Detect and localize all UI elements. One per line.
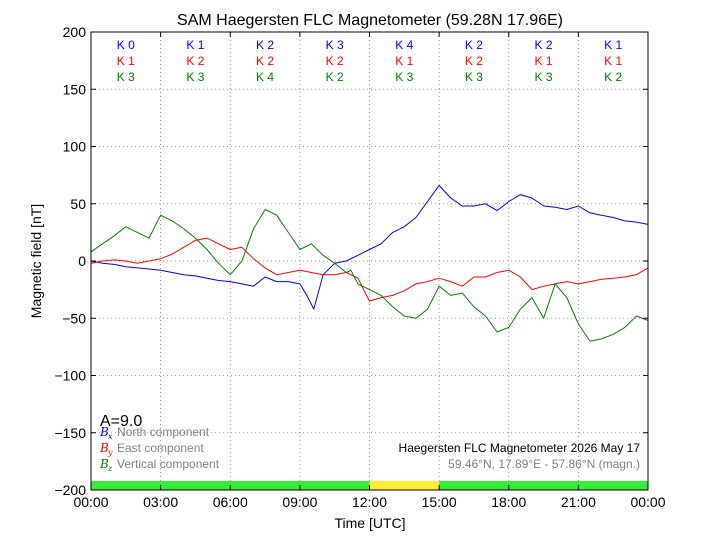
grid-lines [91,32,648,490]
x-tick-label: 15:00 [422,494,457,510]
k-index-vertical: K 4 [256,70,274,84]
legend-symbol-north: B [99,425,109,439]
k-index-east: K 2 [256,54,274,68]
k-index-east: K 2 [465,54,483,68]
axis-ticks: 00:00 03:00 06:00 09:00 12:00 15:00 18:00 21:00… [54,24,665,510]
legend-subscript-vertical: z [107,464,113,473]
vertical-component-line [90,209,649,342]
y-tick-label: −100 [54,368,86,384]
k-index-east: K 1 [395,54,413,68]
chart-title: SAM Haegersten FLC Magnetometer (59.28N … [177,12,563,29]
a-index-label: A=9.0 [100,413,142,430]
y-tick-label: −50 [62,310,86,326]
east-component-line [90,237,649,302]
y-tick-label: 50 [70,196,86,212]
x-tick-label: 09:00 [282,494,317,510]
y-tick-label: −150 [54,425,86,441]
x-tick-label: 18:00 [491,494,526,510]
activity-segment-green [439,481,648,490]
legend-subscript-east: y [107,448,113,457]
legend-symbol-vertical: B [99,457,109,471]
k-index-vertical: K 3 [395,70,413,84]
x-axis-title: Time [UTC] [334,515,405,531]
k-index-vertical: K 3 [535,70,553,84]
k-index-east: K 1 [535,54,553,68]
activity-segment-yellow [369,481,440,490]
y-tick-label: 200 [63,24,87,40]
k-index-north: K 4 [395,38,413,52]
station-date-label: Haegersten FLC Magnetometer 2026 May 17 [399,441,641,455]
k-index-north: K 0 [117,38,135,52]
legend-symbol-east: B [99,441,109,455]
legend-subscript-north: x [108,432,113,441]
north-component-line [90,184,649,310]
x-tick-label: 00:00 [630,494,665,510]
k-index-vertical: K 3 [186,70,204,84]
k-index-east: K 1 [604,54,622,68]
x-tick-label: 00:00 [73,494,108,510]
station-coordinates-label: 59.46°N, 17.89°E - 57.86°N (magn.) [448,457,640,471]
x-tick-label: 03:00 [143,494,178,510]
k-index-north: K 2 [465,38,483,52]
y-tick-label: 100 [63,139,87,155]
k-index-north: K 2 [535,38,553,52]
y-tick-label: −200 [54,482,86,498]
k-index-east: K 1 [117,54,135,68]
y-tick-label: 0 [78,253,86,269]
k-index-east: K 2 [326,54,344,68]
legend-label-north: North component [117,425,210,439]
y-tick-label: 150 [63,81,87,97]
k-index-labels: K 0 K 1 K 2 K 3 K 4 K 2 K 2 K 1 K 1 K 2 K 2 K 2 K 1 K… [117,38,623,84]
x-tick-label: 12:00 [352,494,387,510]
k-index-vertical: K 3 [465,70,483,84]
k-index-north: K 2 [256,38,274,52]
x-tick-label: 06:00 [213,494,248,510]
legend-label-east: East component [117,441,204,455]
y-axis-title: Magnetic field [nT] [28,204,44,318]
x-tick-label: 21:00 [561,494,596,510]
series-lines [90,184,649,342]
k-index-east: K 2 [186,54,204,68]
k-index-vertical: K 2 [326,70,344,84]
k-index-north: K 1 [186,38,204,52]
legend-label-vertical: Vertical component [117,457,220,471]
k-index-vertical: K 3 [117,70,135,84]
k-index-north: K 3 [326,38,344,52]
k-index-north: K 1 [604,38,622,52]
k-index-vertical: K 2 [604,70,622,84]
